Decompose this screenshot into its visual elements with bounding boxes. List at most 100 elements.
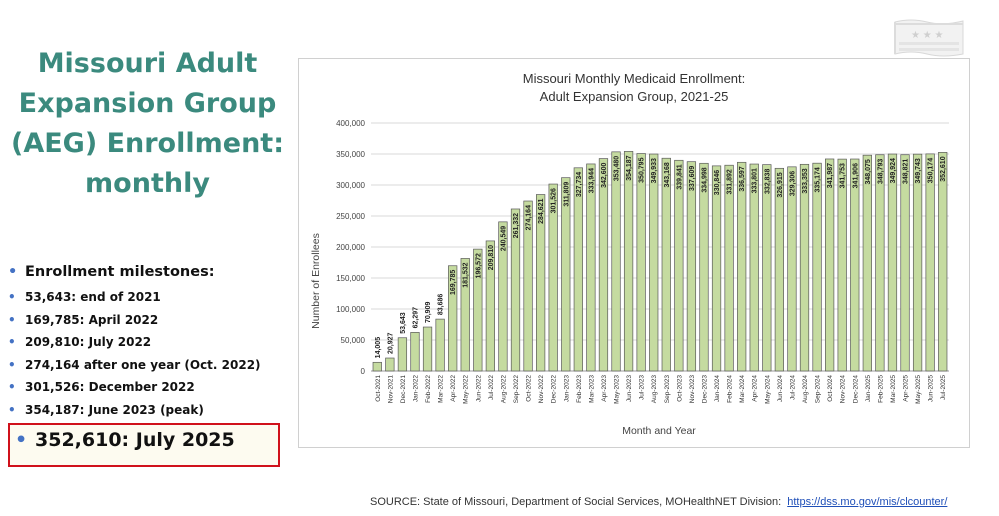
x-tick-label: Nov-2023	[689, 375, 696, 404]
bar	[548, 183, 558, 372]
bar	[925, 153, 935, 372]
x-tick-label: Mar-2024	[739, 375, 746, 403]
x-tick-label: Apr-2025	[903, 375, 910, 402]
bar	[674, 159, 684, 372]
x-tick-label: Oct-2021	[375, 375, 382, 402]
bullet-icon: •	[15, 429, 28, 451]
x-tick-label: Jul-2025	[940, 375, 947, 400]
bar	[573, 167, 583, 372]
bar	[711, 165, 722, 372]
slide-title-line: monthly	[85, 168, 210, 199]
data-label: 339,841	[676, 164, 683, 189]
y-tick-label: 200,000	[336, 243, 365, 252]
bar	[887, 153, 898, 372]
data-label: 349,933	[651, 158, 658, 183]
bar	[561, 177, 571, 372]
x-tick-label: Mar-2023	[588, 375, 595, 403]
chart-container: Missouri Monthly Medicaid Enrollment: Ad…	[298, 58, 970, 448]
x-tick-label: Apr-2023	[601, 375, 608, 402]
data-label: 327,734	[576, 172, 583, 197]
data-label: 335,174	[815, 167, 822, 192]
bar	[498, 221, 508, 372]
x-tick-label: Jan-2025	[865, 375, 872, 402]
data-label: 70,909	[425, 302, 432, 324]
x-tick-label: Apr-2022	[450, 375, 457, 402]
milestone-item: • 301,526: December 2022	[8, 376, 283, 399]
data-label: 284,621	[538, 198, 545, 223]
data-label: 354,187	[626, 155, 633, 180]
x-tick-label: Jul-2023	[639, 375, 646, 400]
bar	[837, 158, 847, 372]
bar	[536, 194, 546, 372]
x-tick-label: Dec-2022	[551, 375, 558, 404]
bar	[737, 161, 747, 372]
milestone-item: • 169,785: April 2022	[8, 309, 283, 332]
bullet-icon: •	[8, 264, 18, 280]
bar	[686, 161, 697, 372]
x-tick-label: Nov-2021	[387, 375, 394, 404]
bar	[485, 240, 495, 372]
x-tick-label: Sep-2022	[513, 375, 520, 404]
x-tick-label: Mar-2025	[890, 375, 897, 403]
data-label: 14,005	[375, 337, 382, 359]
data-label: 329,306	[789, 171, 796, 196]
data-label: 341,753	[840, 163, 847, 188]
x-tick-label: Nov-2024	[840, 375, 847, 404]
x-tick-label: Feb-2024	[727, 375, 734, 403]
data-label: 181,532	[463, 262, 470, 287]
x-tick-label: May-2022	[463, 375, 470, 404]
data-label: 196,572	[475, 253, 482, 278]
data-label: 330,846	[714, 170, 721, 195]
data-label: 350,174	[928, 158, 935, 183]
milestone-item: • 354,187: June 2023 (peak)	[8, 399, 283, 422]
y-tick-label: 150,000	[336, 274, 365, 283]
bar	[774, 167, 784, 372]
data-label: 53,643	[400, 312, 407, 334]
x-tick-label: Oct-2022	[526, 375, 533, 402]
x-tick-label: Sep-2024	[815, 375, 822, 404]
data-label: 333,801	[752, 168, 759, 193]
milestone-item: • 274,164 after one year (Oct. 2022)	[8, 354, 283, 377]
slide-title-line: (AEG) Enrollment:	[11, 128, 284, 159]
milestones-heading: Enrollment milestones:	[25, 264, 215, 280]
bar	[473, 248, 483, 372]
data-label: 333,353	[802, 168, 809, 193]
data-label: 343,168	[664, 162, 671, 187]
source-link[interactable]: https://dss.mo.gov/mis/clcounter/	[787, 496, 948, 508]
milestones-list: • Enrollment milestones: • 53,643: end of …	[8, 262, 283, 422]
milestone-item: • 209,810: July 2022	[8, 331, 283, 354]
data-label: 332,838	[764, 169, 771, 194]
chart-title-line: Missouri Monthly Medicaid Enrollment:	[523, 71, 746, 86]
bar	[762, 164, 772, 372]
x-tick-label: Dec-2021	[400, 375, 407, 404]
data-label: 350,795	[639, 157, 646, 182]
x-tick-label: Feb-2023	[576, 375, 583, 403]
bar	[636, 153, 646, 372]
x-tick-label: Apr-2024	[752, 375, 759, 402]
y-tick-label: 400,000	[336, 119, 365, 128]
x-tick-label: Feb-2022	[425, 375, 432, 403]
x-tick-label: Aug-2023	[651, 375, 658, 404]
enrollment-chart: Missouri Monthly Medicaid Enrollment: Ad…	[310, 71, 949, 437]
y-tick-label: 0	[361, 367, 366, 376]
y-axis-label: Number of Enrollees	[310, 233, 322, 329]
highlight-milestone: 352,610: July 2025	[35, 429, 235, 451]
x-tick-label: Oct-2023	[676, 375, 683, 402]
bullet-icon: •	[8, 312, 16, 327]
x-tick-label: Jun-2022	[475, 375, 482, 402]
x-tick-label: Jun-2024	[777, 375, 784, 402]
bullet-icon: •	[8, 335, 16, 350]
bar	[862, 154, 872, 372]
bar	[586, 163, 596, 372]
bar	[900, 154, 910, 372]
bar	[875, 154, 885, 372]
data-label: 352,610	[940, 156, 947, 181]
slide-title-line: Expansion Group	[18, 88, 277, 119]
x-tick-label: Dec-2024	[852, 375, 859, 404]
bar	[699, 162, 709, 372]
bullet-icon: •	[8, 290, 16, 304]
data-label: 349,743	[915, 158, 922, 183]
source-text: SOURCE: State of Missouri, Department of…	[370, 496, 782, 508]
x-tick-label: Mar-2022	[438, 375, 445, 403]
data-label: 209,810	[488, 245, 495, 270]
